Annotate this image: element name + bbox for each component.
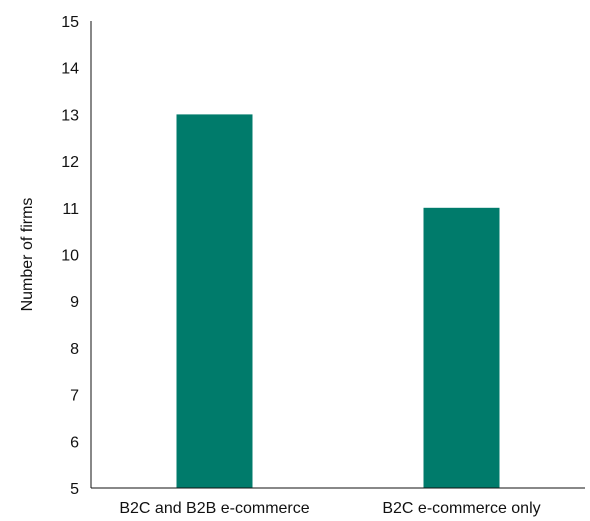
y-tick-label: 11 xyxy=(62,201,79,218)
bar-2 xyxy=(423,207,500,489)
y-tick-label: 5 xyxy=(70,481,79,498)
y-tick-label: 9 xyxy=(70,294,79,311)
x-category-label: B2C and B2B e-commerce xyxy=(119,500,309,517)
bar-1 xyxy=(176,114,253,489)
x-axis-labels: B2C and B2B e-commerce B2C e-commerce onl… xyxy=(119,500,540,517)
y-axis-title: Number of firms xyxy=(19,198,36,312)
y-tick-label: 6 xyxy=(70,434,79,451)
x-category-label: B2C e-commerce only xyxy=(382,500,540,517)
y-tick-label: 8 xyxy=(70,341,79,358)
y-tick-label: 15 xyxy=(61,14,79,31)
y-tick-label: 10 xyxy=(61,248,79,265)
y-tick-label: 14 xyxy=(61,61,79,78)
y-tick-label: 7 xyxy=(70,388,79,405)
y-tick-label: 13 xyxy=(61,107,79,124)
y-axis-ticks: 5 6 7 8 9 10 11 12 13 14 15 xyxy=(61,14,79,498)
bars xyxy=(176,114,500,489)
y-tick-label: 12 xyxy=(61,154,79,171)
